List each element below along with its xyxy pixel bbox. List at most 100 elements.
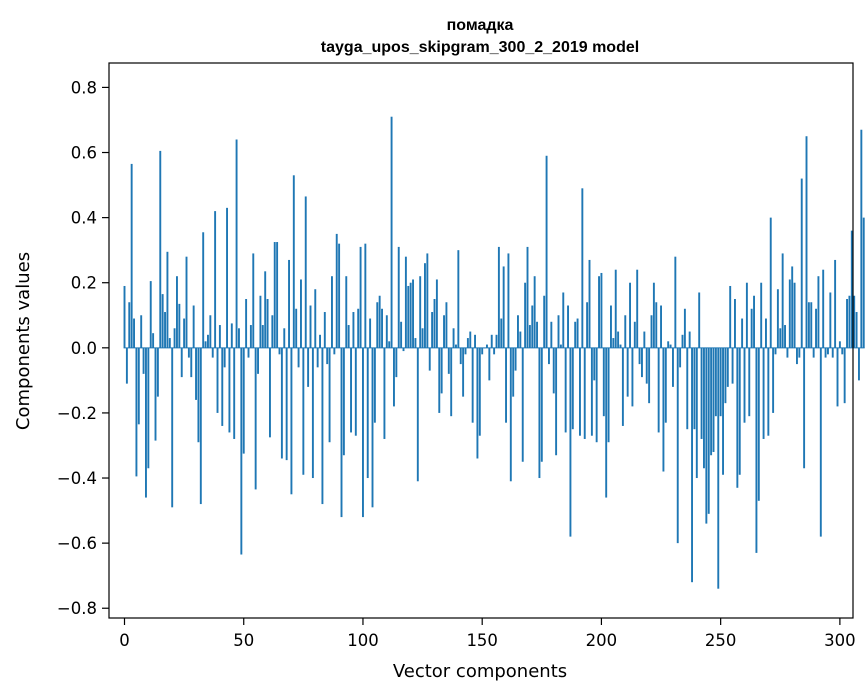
y-axis-label: Components values	[13, 252, 34, 430]
bar	[829, 292, 832, 348]
bar	[159, 150, 162, 348]
bar	[168, 338, 171, 348]
bar	[445, 302, 448, 348]
bar	[393, 347, 395, 407]
bar	[156, 347, 159, 397]
bar	[610, 305, 612, 348]
bar	[428, 347, 431, 371]
y-tick-label: −0.2	[57, 404, 97, 423]
bar	[302, 347, 305, 475]
bar	[796, 347, 798, 365]
bar	[435, 279, 438, 348]
bar	[683, 308, 686, 348]
bar	[288, 259, 290, 348]
bar	[192, 305, 195, 348]
bar	[486, 344, 488, 348]
bar	[328, 347, 331, 443]
bar	[440, 347, 443, 394]
bar	[252, 253, 255, 348]
bar	[626, 347, 629, 397]
bar	[815, 308, 817, 348]
bar	[214, 211, 217, 348]
bar	[240, 347, 243, 555]
bar	[548, 347, 550, 365]
bar	[178, 303, 181, 348]
bar	[533, 276, 536, 348]
bar	[855, 312, 858, 348]
x-tick-label: 200	[586, 631, 618, 650]
bar	[765, 318, 767, 348]
bar	[567, 305, 569, 348]
y-tick-label: −0.8	[57, 599, 97, 618]
bar	[817, 276, 820, 348]
bar	[397, 246, 400, 348]
bar	[643, 331, 646, 348]
bar	[588, 259, 591, 348]
bar	[760, 282, 763, 348]
bar	[140, 315, 143, 348]
bar	[693, 347, 696, 430]
bar	[416, 347, 419, 482]
bar	[793, 282, 796, 348]
bar	[798, 347, 801, 358]
bar	[784, 325, 786, 348]
bar	[612, 338, 615, 348]
bar	[304, 196, 307, 348]
bar	[488, 347, 491, 381]
bar	[781, 253, 784, 348]
bar	[462, 347, 465, 397]
bar	[238, 328, 240, 348]
bar	[283, 328, 286, 348]
x-tick-label: 0	[119, 631, 130, 650]
bar	[559, 344, 562, 348]
bar	[638, 347, 641, 365]
bar	[371, 347, 374, 508]
bar	[295, 308, 298, 348]
y-tick-label: 0.4	[71, 209, 97, 228]
bar	[807, 302, 810, 348]
bar	[264, 271, 267, 348]
bar	[331, 276, 333, 348]
bar	[438, 347, 441, 413]
bar	[130, 163, 133, 348]
bar	[841, 347, 844, 355]
bar	[362, 347, 364, 518]
bar	[562, 292, 565, 348]
x-axis-ticks: 0 50 100 150 200 250 300	[119, 618, 856, 650]
bar	[466, 338, 469, 348]
bar	[512, 347, 515, 397]
bar	[834, 259, 837, 348]
bar	[433, 299, 436, 348]
bar	[390, 116, 393, 348]
bar	[738, 347, 741, 475]
bar	[748, 347, 751, 417]
bar	[254, 347, 257, 490]
bar	[469, 331, 472, 348]
bar	[307, 347, 310, 387]
bar	[414, 338, 417, 348]
bar	[347, 325, 350, 348]
bar	[323, 312, 326, 348]
bar	[755, 347, 758, 553]
bar	[509, 347, 512, 482]
bar	[385, 315, 388, 348]
bar	[729, 285, 732, 348]
y-tick-label: 0.0	[71, 339, 97, 358]
bar	[364, 243, 367, 348]
bar	[848, 295, 851, 348]
bar	[495, 334, 498, 348]
bar	[526, 246, 529, 348]
bar	[145, 347, 147, 498]
bar	[657, 347, 660, 433]
bar	[357, 308, 360, 348]
bar	[257, 347, 259, 374]
bar	[543, 295, 546, 348]
bar	[528, 325, 531, 348]
bar	[285, 347, 288, 461]
bar	[667, 341, 670, 348]
bar	[812, 347, 815, 358]
bar	[788, 279, 791, 348]
bar	[481, 347, 484, 355]
bar	[810, 302, 813, 348]
bar	[152, 333, 155, 348]
